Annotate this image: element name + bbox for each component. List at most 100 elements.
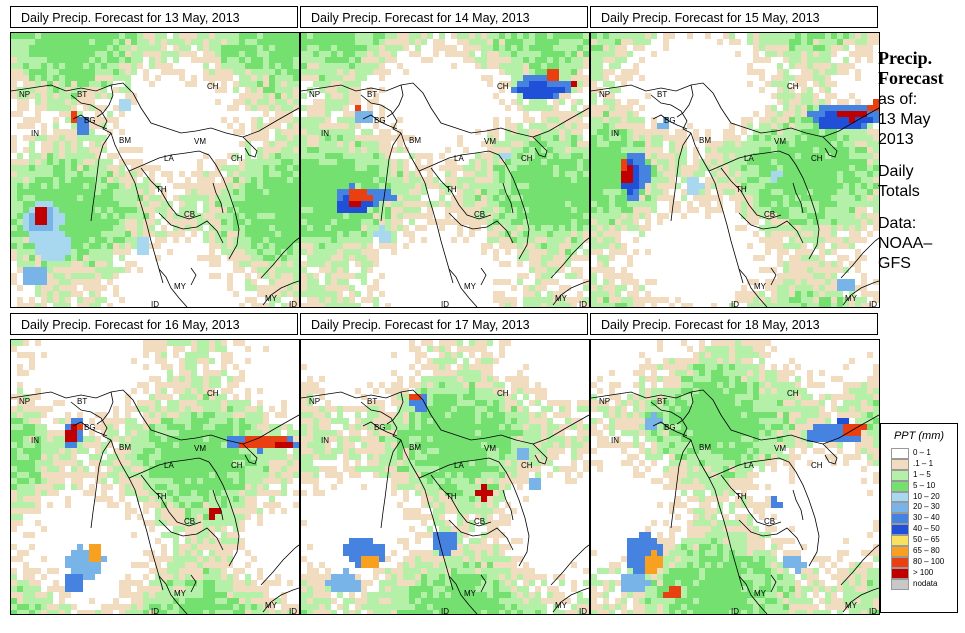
- border-line: [128, 150, 210, 172]
- legend-label: nodata: [913, 578, 938, 588]
- country-label: CH: [521, 461, 533, 470]
- legend-label: 50 – 65: [913, 535, 940, 545]
- precip-field: [301, 33, 589, 307]
- country-label: IN: [321, 129, 329, 138]
- border-line: [552, 587, 589, 613]
- country-label: BG: [374, 423, 386, 432]
- border-line: [140, 167, 202, 220]
- data-source-line3: GFS: [878, 255, 911, 272]
- border-line: [738, 575, 768, 614]
- country-label: MY: [845, 601, 858, 610]
- border-line: [400, 439, 454, 591]
- country-label: CH: [521, 154, 533, 163]
- border-line: [400, 132, 454, 284]
- country-label: MY: [845, 294, 858, 303]
- country-label: ID: [731, 607, 739, 614]
- border-line: [11, 391, 112, 399]
- legend-label: 65 – 80: [913, 546, 940, 556]
- border-line: [502, 489, 514, 521]
- precip-map-svg: NP BT BG IN CH BM VM LA CH TH CB MY ID MY ID: [11, 33, 299, 307]
- country-label: CB: [764, 210, 775, 219]
- border-line: [110, 439, 164, 591]
- legend-item: 0 – 1: [881, 448, 957, 459]
- legend-item: > 100: [881, 567, 957, 579]
- legend-item: 65 – 80: [881, 546, 957, 557]
- panel-title: Daily Precip. Forecast for 14 May, 2013: [300, 6, 588, 28]
- border-line: [418, 150, 500, 172]
- panel-title: Daily Precip. Forecast for 17 May, 2013: [300, 313, 588, 335]
- panel-title: Daily Precip. Forecast for 18 May, 2013: [590, 313, 878, 335]
- country-label: MY: [464, 589, 477, 598]
- country-label: MY: [265, 601, 278, 610]
- legend-item: .1 – 1: [881, 458, 957, 470]
- legend-item: 5 – 10: [881, 480, 957, 492]
- legend-item: 30 – 40: [881, 513, 957, 525]
- country-label: ID: [151, 607, 159, 614]
- asof-date-line2: 2013: [878, 131, 914, 148]
- legend-label: > 100: [913, 567, 934, 577]
- border-line: [158, 268, 188, 307]
- country-label: ID: [441, 300, 449, 307]
- country-borders: [301, 82, 589, 307]
- border-line: [502, 182, 514, 214]
- legend-swatch: [891, 556, 909, 568]
- country-label: LA: [744, 461, 754, 470]
- country-label: NP: [19, 397, 30, 406]
- country-label: NP: [599, 90, 610, 99]
- border-line: [110, 132, 164, 284]
- border-line: [301, 391, 402, 399]
- country-label: CB: [184, 210, 195, 219]
- border-line: [72, 114, 108, 130]
- forecast-panel-15-may: Daily Precip. Forecast for 15 May, 2013 …: [590, 6, 880, 308]
- country-label: ID: [441, 607, 449, 614]
- border-line: [418, 457, 500, 479]
- border-line: [190, 574, 197, 593]
- country-borders: [11, 82, 299, 307]
- precip-field: [591, 340, 879, 614]
- legend-swatch: [891, 469, 909, 481]
- border-line: [208, 461, 240, 567]
- country-label: NP: [19, 90, 30, 99]
- border-line: [532, 443, 548, 465]
- country-label: ID: [869, 607, 877, 614]
- country-label: LA: [744, 154, 754, 163]
- border-line: [360, 401, 402, 441]
- country-label: MY: [754, 282, 767, 291]
- border-line: [650, 401, 692, 441]
- legend-label: 0 – 1: [913, 448, 931, 457]
- forecast-panel-17-may: Daily Precip. Forecast for 17 May, 2013 …: [300, 313, 590, 615]
- border-line: [591, 84, 692, 92]
- country-label: CH: [811, 154, 823, 163]
- country-label: BM: [119, 443, 131, 452]
- country-borders: [11, 389, 299, 614]
- border-line: [158, 212, 224, 244]
- country-label: TH: [446, 492, 457, 501]
- border-line: [840, 237, 879, 279]
- country-label: BM: [699, 443, 711, 452]
- legend-item: 1 – 5: [881, 469, 957, 481]
- border-line: [110, 82, 299, 138]
- border-line: [262, 587, 299, 613]
- border-line: [360, 94, 402, 134]
- border-line: [788, 461, 820, 567]
- border-line: [720, 167, 782, 220]
- border-line: [400, 82, 589, 138]
- country-label: VM: [194, 444, 206, 453]
- country-label: IN: [31, 129, 39, 138]
- precip-map: NP BT BG IN CH BM VM LA CH TH CB MY ID MY ID: [10, 339, 300, 615]
- country-label: MY: [174, 282, 187, 291]
- country-label: LA: [454, 461, 464, 470]
- legend-swatch: [891, 524, 909, 536]
- legend-item: 50 – 65: [881, 535, 957, 547]
- legend-swatch: [891, 502, 909, 514]
- border-line: [380, 439, 402, 529]
- asof-date-line1: 13 May: [878, 111, 931, 128]
- border-line: [552, 280, 589, 306]
- country-label: CH: [497, 82, 509, 91]
- country-label: BT: [77, 90, 87, 99]
- country-label: BG: [84, 116, 96, 125]
- border-line: [128, 457, 210, 479]
- legend-item: 80 – 100: [881, 556, 957, 568]
- country-label: CB: [474, 210, 485, 219]
